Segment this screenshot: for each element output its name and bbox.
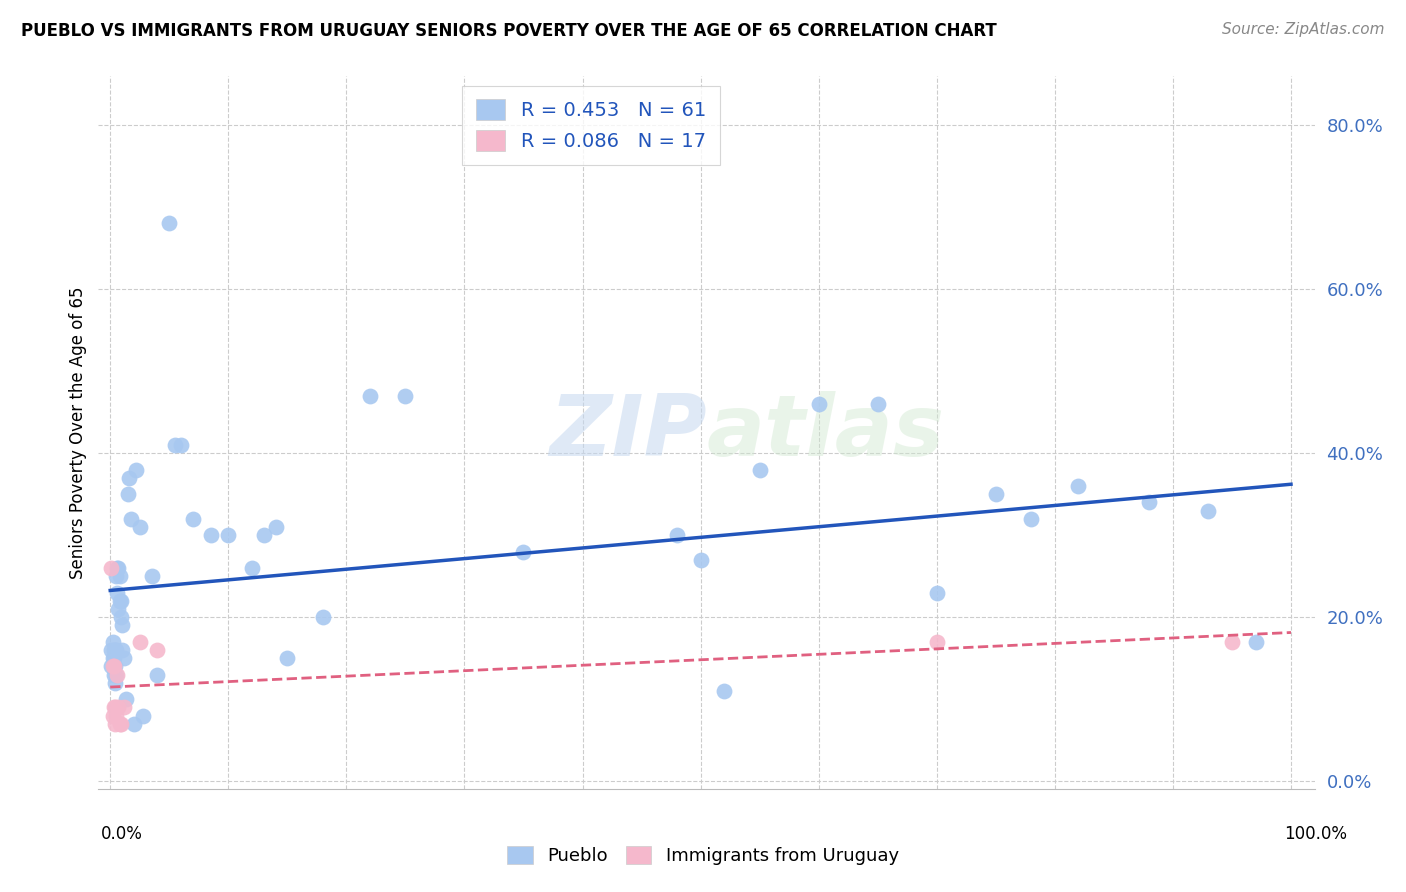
- Point: [866, 397, 889, 411]
- Point: [925, 585, 948, 599]
- Point: [108, 594, 131, 608]
- Point: [1220, 634, 1243, 648]
- Point: [107, 700, 129, 714]
- Point: [118, 471, 141, 485]
- Point: [984, 487, 1007, 501]
- Point: [122, 716, 145, 731]
- Point: [132, 708, 155, 723]
- Text: 100.0%: 100.0%: [1284, 825, 1347, 843]
- Point: [925, 634, 948, 648]
- Point: [748, 462, 770, 476]
- Point: [104, 700, 127, 714]
- Point: [125, 462, 148, 476]
- Point: [312, 610, 335, 624]
- Point: [108, 569, 131, 583]
- Text: 0.0%: 0.0%: [101, 825, 143, 843]
- Text: Source: ZipAtlas.com: Source: ZipAtlas.com: [1222, 22, 1385, 37]
- Point: [110, 594, 132, 608]
- Point: [264, 520, 287, 534]
- Point: [807, 397, 830, 411]
- Point: [107, 602, 129, 616]
- Point: [104, 659, 127, 673]
- Text: PUEBLO VS IMMIGRANTS FROM URUGUAY SENIORS POVERTY OVER THE AGE OF 65 CORRELATION: PUEBLO VS IMMIGRANTS FROM URUGUAY SENIOR…: [21, 22, 997, 40]
- Point: [101, 634, 124, 648]
- Point: [146, 667, 169, 681]
- Point: [117, 487, 139, 501]
- Point: [105, 708, 128, 723]
- Point: [666, 528, 689, 542]
- Point: [110, 716, 132, 731]
- Point: [111, 618, 134, 632]
- Point: [157, 217, 180, 231]
- Point: [240, 561, 263, 575]
- Text: ZIP: ZIP: [548, 391, 707, 475]
- Point: [689, 553, 711, 567]
- Point: [107, 561, 129, 575]
- Point: [104, 716, 127, 731]
- Point: [128, 520, 150, 534]
- Point: [103, 667, 125, 681]
- Point: [104, 643, 127, 657]
- Point: [104, 675, 127, 690]
- Point: [112, 700, 135, 714]
- Point: [1244, 634, 1267, 648]
- Point: [713, 684, 735, 698]
- Point: [165, 438, 187, 452]
- Point: [276, 651, 298, 665]
- Point: [217, 528, 239, 542]
- Point: [141, 569, 163, 583]
- Point: [105, 561, 128, 575]
- Point: [114, 692, 136, 706]
- Point: [103, 651, 125, 665]
- Point: [100, 561, 122, 575]
- Point: [181, 512, 204, 526]
- Point: [105, 667, 128, 681]
- Y-axis label: Seniors Poverty Over the Age of 65: Seniors Poverty Over the Age of 65: [69, 286, 87, 579]
- Point: [112, 651, 135, 665]
- Point: [103, 643, 125, 657]
- Point: [128, 634, 150, 648]
- Point: [1197, 503, 1219, 517]
- Point: [103, 659, 125, 673]
- Point: [100, 659, 122, 673]
- Point: [1137, 495, 1160, 509]
- Point: [394, 389, 416, 403]
- Point: [105, 643, 128, 657]
- Point: [110, 610, 132, 624]
- Point: [1067, 479, 1090, 493]
- Point: [121, 512, 143, 526]
- Point: [1019, 512, 1042, 526]
- Point: [359, 389, 381, 403]
- Point: [146, 643, 169, 657]
- Point: [103, 700, 125, 714]
- Point: [100, 643, 122, 657]
- Point: [253, 528, 276, 542]
- Point: [170, 438, 193, 452]
- Point: [101, 659, 124, 673]
- Legend: Pueblo, Immigrants from Uruguay: Pueblo, Immigrants from Uruguay: [498, 838, 908, 874]
- Text: atlas: atlas: [707, 391, 945, 475]
- Point: [101, 708, 124, 723]
- Point: [108, 716, 131, 731]
- Point: [105, 569, 128, 583]
- Point: [512, 544, 534, 558]
- Legend: R = 0.453   N = 61, R = 0.086   N = 17: R = 0.453 N = 61, R = 0.086 N = 17: [463, 86, 720, 165]
- Point: [105, 585, 128, 599]
- Point: [111, 643, 134, 657]
- Point: [105, 667, 128, 681]
- Point: [101, 651, 124, 665]
- Point: [200, 528, 222, 542]
